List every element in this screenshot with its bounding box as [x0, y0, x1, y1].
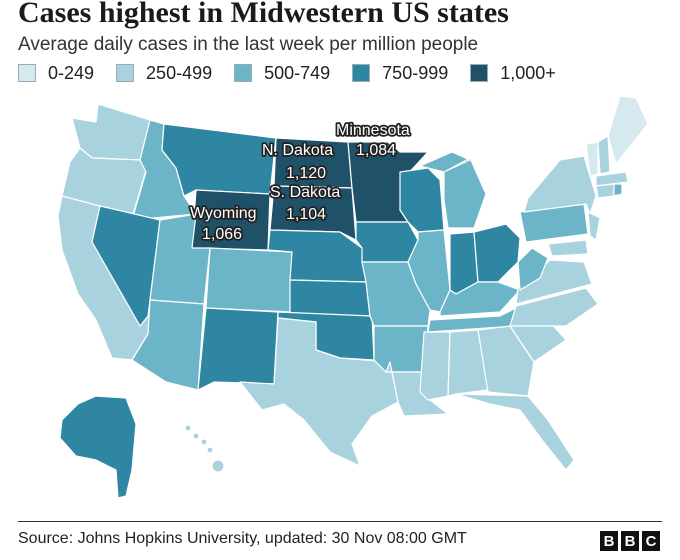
state-nevada [91, 205, 161, 327]
state-north-carolina [509, 287, 599, 327]
state-kentucky [439, 281, 521, 317]
state-new-mexico [197, 307, 279, 391]
bbc-logo-letter: C [642, 531, 660, 551]
bbc-logo: B B C [597, 531, 660, 551]
state-ohio [473, 223, 521, 283]
state-arizona [131, 299, 205, 391]
legend-item: 250-499 [116, 63, 212, 84]
state-west-virginia [517, 247, 549, 291]
chart-title: Cases highest in Midwestern US states [18, 0, 509, 29]
legend-swatch [352, 64, 371, 82]
legend-swatch [234, 64, 253, 82]
label-wyoming: Wyoming [190, 205, 257, 222]
state-massachusetts [595, 171, 629, 187]
label-north-dakota-value: 1,120 [286, 165, 326, 182]
legend-swatch [116, 64, 135, 82]
legend-label: 500-749 [264, 62, 331, 83]
label-south-dakota: S. Dakota [270, 184, 340, 201]
footer-divider [18, 521, 662, 522]
state-texas [239, 317, 399, 467]
state-kansas [289, 279, 371, 317]
state-rhode-island [613, 183, 623, 197]
state-florida [455, 393, 575, 471]
state-vermont [585, 141, 599, 177]
state-connecticut [595, 183, 615, 199]
state-arkansas [373, 325, 429, 373]
legend-label: 750-999 [382, 62, 449, 83]
label-south-dakota-value: 1,104 [286, 206, 326, 223]
legend-swatch [470, 64, 489, 82]
state-alabama [447, 329, 489, 397]
state-new-york [523, 155, 597, 215]
label-minnesota: Minnesota [336, 122, 410, 139]
label-minnesota-value: 1,084 [356, 142, 396, 159]
label-north-dakota: N. Dakota [262, 142, 333, 159]
state-new-hampshire [597, 135, 611, 175]
legend-item: 1,000+ [470, 63, 556, 84]
legend-label: 0-249 [48, 62, 95, 83]
source-note: Source: Johns Hopkins University, update… [18, 530, 467, 547]
state-colorado [205, 247, 293, 313]
legend-item: 0-249 [18, 63, 94, 84]
state-michigan [419, 151, 487, 229]
legend: 0-249 250-499 500-749 750-999 1,000+ [18, 62, 578, 84]
state-alaska [59, 395, 137, 499]
state-georgia [477, 325, 535, 397]
state-south-dakota [269, 185, 357, 241]
legend-label: 1,000+ [500, 62, 556, 83]
state-hawaii [184, 424, 225, 473]
chart-subtitle: Average daily cases in the last week per… [18, 34, 479, 55]
state-iowa [355, 221, 419, 263]
legend-item: 500-749 [234, 63, 330, 84]
legend-item: 750-999 [352, 63, 448, 84]
state-new-jersey [587, 211, 601, 241]
bbc-logo-letter: B [600, 531, 618, 551]
state-illinois [407, 229, 451, 313]
state-maryland [547, 239, 589, 257]
state-montana [161, 123, 277, 197]
state-maine [607, 95, 649, 165]
state-mississippi [419, 331, 451, 401]
label-wyoming-value: 1,066 [202, 226, 242, 243]
bbc-logo-letter: B [621, 531, 639, 551]
legend-label: 250-499 [146, 62, 213, 83]
legend-swatch [18, 64, 36, 82]
